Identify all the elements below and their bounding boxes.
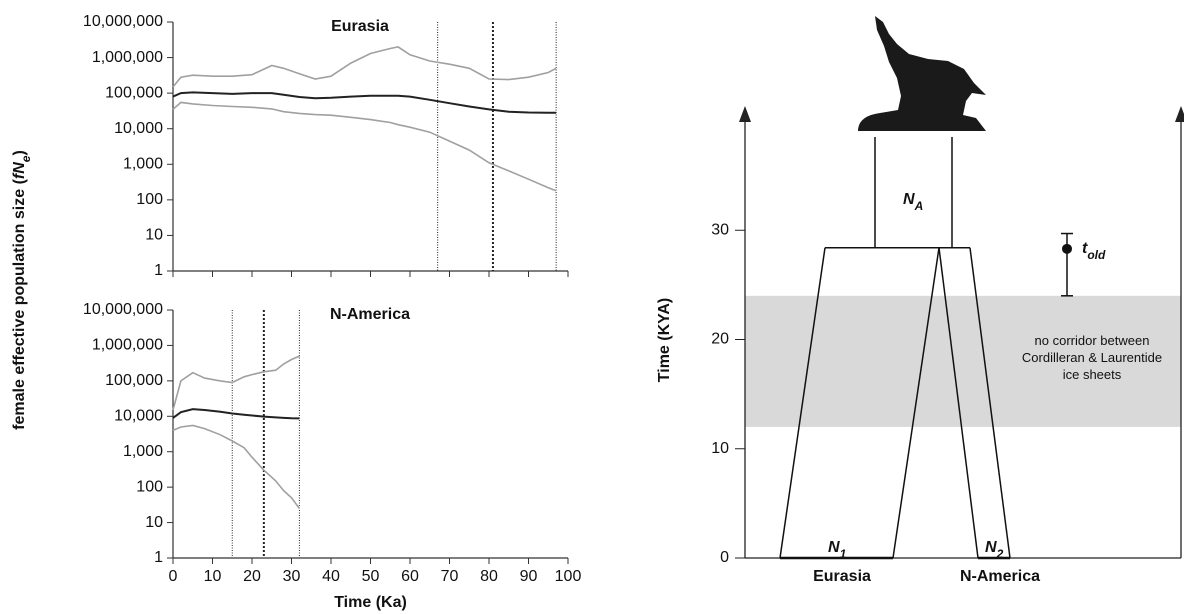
ancestral-label-main: N [903, 191, 915, 208]
series-line [173, 426, 299, 509]
y-tick-label: 10,000,000 [83, 301, 163, 318]
population-label-main: N [985, 539, 997, 556]
x-tick-label: 80 [480, 568, 498, 585]
x-tick-label: 40 [322, 568, 340, 585]
y-tick-label: 10,000 [114, 120, 163, 137]
x-tick-label: 50 [362, 568, 380, 585]
y-tick-label: 1,000,000 [92, 49, 163, 66]
y-tick-label: 100,000 [105, 84, 163, 101]
panel-title: N-America [330, 306, 410, 323]
series-line [173, 102, 556, 190]
x-tick-label: 20 [243, 568, 261, 585]
y-tick-label: 100 [136, 191, 163, 208]
y-tick-label: 30 [711, 221, 729, 238]
series-line [173, 356, 299, 410]
band-annotation: Cordilleran & Laurentide [1022, 350, 1162, 365]
y-tick-label: 10 [145, 514, 163, 531]
y-tick-label: 1 [154, 549, 163, 566]
y-tick-label: 1,000 [123, 443, 163, 460]
category-label: Eurasia [813, 568, 871, 585]
y-tick-label: 10,000,000 [83, 13, 163, 30]
band-annotation: no corridor between [1035, 333, 1150, 348]
point [1062, 244, 1072, 254]
y-tick-label: 1,000,000 [92, 337, 163, 354]
series-line [173, 409, 299, 418]
x-tick-label: 0 [169, 568, 178, 585]
y-tick-label: 1,000 [123, 156, 163, 173]
y-tick-label: 10 [145, 227, 163, 244]
ancestral-label-sub: A [914, 199, 924, 213]
y-tick-label: 0 [720, 549, 729, 566]
y-label-italic: fN [11, 162, 28, 179]
t-old-label-sub: old [1087, 248, 1106, 262]
population-label-sub: 2 [996, 547, 1004, 561]
x-axis-label: Time (Ka) [334, 594, 407, 611]
axis-arrow [1175, 106, 1184, 122]
wolf-silhouette [858, 16, 986, 131]
panel-title: Eurasia [331, 18, 389, 35]
y-label-end: ) [11, 150, 28, 155]
figure: 1101001,00010,000100,0001,000,00010,000,… [0, 0, 1184, 614]
y-tick-label: 10,000 [114, 408, 163, 425]
y-tick-label: 100,000 [105, 372, 163, 389]
category-label: N-America [960, 568, 1040, 585]
x-tick-label: 100 [555, 568, 582, 585]
axis-arrow [739, 106, 751, 122]
x-tick-label: 30 [283, 568, 301, 585]
y-tick-label: 1 [154, 262, 163, 279]
x-tick-label: 10 [204, 568, 222, 585]
x-tick-label: 70 [441, 568, 459, 585]
population-label-main: N [828, 539, 840, 556]
x-tick-label: 90 [520, 568, 538, 585]
series-line [173, 92, 556, 112]
band-annotation: ice sheets [1063, 367, 1122, 382]
y-tick-label: 10 [711, 440, 729, 457]
series-line [173, 47, 556, 87]
y-axis-label: female effective population size (fNe) [11, 150, 33, 430]
y-tick-label: 100 [136, 478, 163, 495]
ancestral-label: NA [903, 191, 923, 213]
population-label-sub: 1 [840, 547, 847, 561]
y-label-text: female effective population size ( [11, 178, 28, 429]
t-old-label: told [1082, 240, 1106, 262]
x-tick-label: 60 [401, 568, 419, 585]
y-tick-label: 20 [711, 331, 729, 348]
y-axis-label: Time (KYA) [656, 298, 673, 382]
